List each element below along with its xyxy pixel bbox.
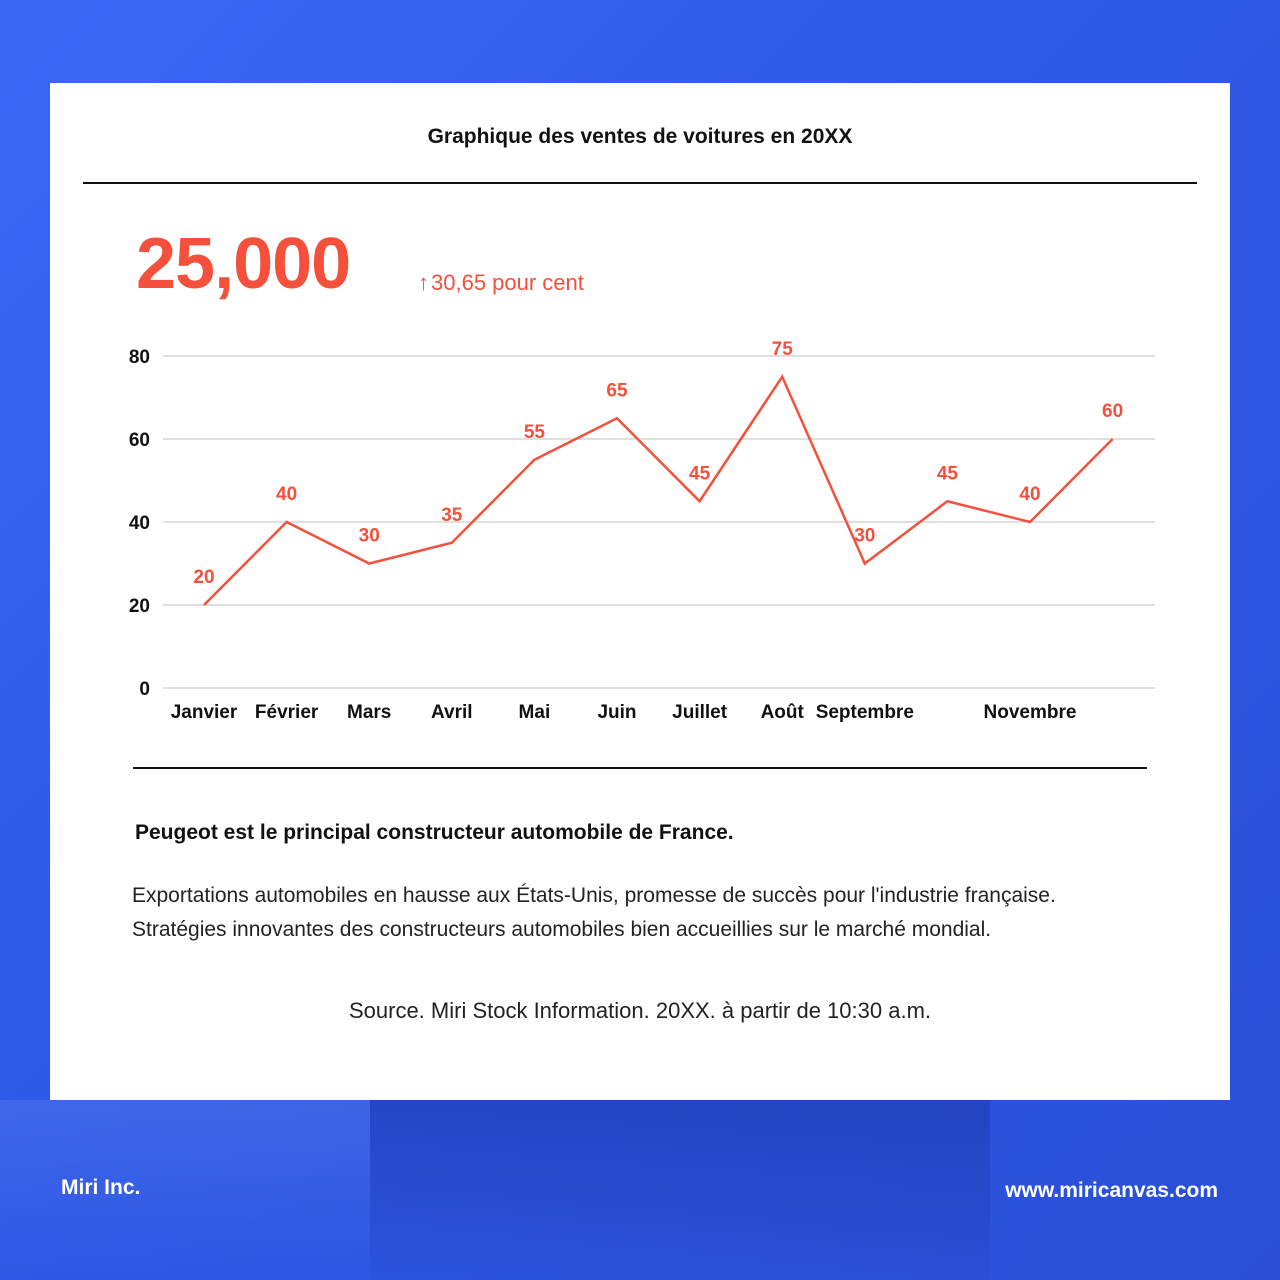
- data-label: 20: [193, 567, 214, 588]
- data-label: 40: [1019, 484, 1040, 505]
- x-tick-label: Mai: [519, 702, 551, 723]
- x-tick-label: Janvier: [171, 702, 238, 723]
- body-line: Stratégies innovantes des constructeurs …: [132, 918, 992, 941]
- divider: [83, 182, 1197, 184]
- y-tick-label: 20: [129, 596, 150, 617]
- company-name: Miri Inc.: [61, 1176, 141, 1199]
- data-label: 30: [359, 526, 380, 547]
- data-label: 30: [854, 526, 875, 547]
- arrow-up-icon: ↑: [418, 270, 429, 295]
- x-tick-label: Juillet: [672, 702, 728, 723]
- background-decoration: [370, 1100, 990, 1280]
- headline-metric: 25,000: [136, 224, 351, 304]
- x-tick-label: Novembre: [984, 702, 1077, 723]
- data-label: 60: [1102, 401, 1123, 422]
- line-chart: 0 20 40 60 80 Janvier Février Mars Avril Mai Juin J…: [129, 339, 1155, 723]
- y-tick-label: 40: [129, 513, 150, 534]
- data-label: 45: [689, 463, 711, 484]
- chart-title: Graphique des ventes de voitures en 20XX: [427, 125, 853, 148]
- data-label: 35: [441, 505, 463, 526]
- x-tick-label: Juin: [597, 702, 636, 723]
- x-tick-label: Février: [255, 702, 319, 723]
- source-text: Source. Miri Stock Information. 20XX. à …: [348, 998, 932, 1023]
- body-text: Exportations automobiles en hausse aux É…: [132, 879, 1056, 947]
- body-line: Exportations automobiles en hausse aux É…: [132, 884, 1056, 907]
- change-text: 30,65 pour cent: [431, 270, 584, 295]
- data-label: 45: [937, 463, 959, 484]
- background-decoration: [0, 1100, 370, 1280]
- data-label: 75: [772, 339, 794, 360]
- headline-text: Peugeot est le principal constructeur au…: [135, 821, 734, 844]
- chart-card: Graphique des ventes de voitures en 20XX…: [50, 83, 1230, 1100]
- data-label: 65: [606, 380, 628, 401]
- change-indicator: ↑ 30,65 pour cent: [418, 270, 584, 296]
- y-tick-label: 0: [139, 679, 150, 700]
- x-tick-label: Septembre: [816, 702, 914, 723]
- y-tick-label: 60: [129, 430, 150, 451]
- y-tick-label: 80: [129, 347, 150, 368]
- sales-line: [203, 374, 1114, 606]
- x-tick-label: Août: [761, 702, 805, 723]
- data-label: 55: [524, 422, 546, 443]
- x-tick-label: Avril: [431, 702, 473, 723]
- data-label: 40: [276, 484, 297, 505]
- x-tick-label: Mars: [347, 702, 391, 723]
- website-link[interactable]: www.miricanvas.com: [1005, 1179, 1218, 1202]
- divider: [133, 767, 1147, 769]
